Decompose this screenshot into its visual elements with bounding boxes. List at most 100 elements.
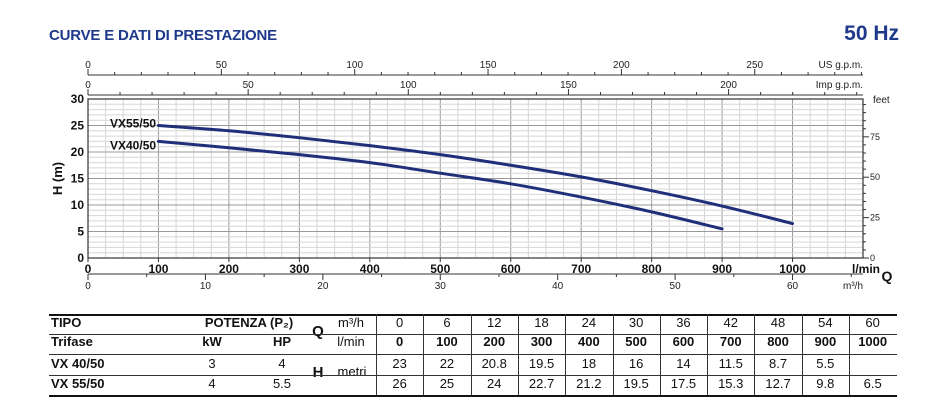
table-cell-h-vx55: 26 xyxy=(392,376,407,391)
x-tick-label: 600 xyxy=(501,262,521,276)
feet-axis-label: 75 xyxy=(870,132,880,142)
imp-gpm-axis-label: Imp g.p.m. xyxy=(816,80,863,91)
table-cell-h-vx40: 23 xyxy=(392,356,407,371)
imp-gpm-axis-label: 200 xyxy=(720,80,737,91)
table-cell-h-vx40: 18 xyxy=(581,356,597,371)
table-rule-row xyxy=(49,375,897,376)
table-cell-lmin: 400 xyxy=(577,334,600,349)
table-header-metri: metri xyxy=(337,364,367,379)
table-cell-lmin: 700 xyxy=(719,334,742,349)
table-col-divider xyxy=(849,314,850,395)
series-label: VX40/50 xyxy=(110,138,156,152)
table-cell-h-vx55: 9.8 xyxy=(816,376,835,391)
us-gpm-axis-label: 250 xyxy=(746,60,763,71)
table-col-divider xyxy=(659,314,661,395)
table-cell-h-vx55: 21.2 xyxy=(576,376,602,391)
table-rule-bottom xyxy=(49,395,897,397)
table-cell-h-vx40: 5.5 xyxy=(816,356,835,371)
table-cell-h-vx40: 16 xyxy=(628,356,644,371)
table-cell-lmin: 0 xyxy=(396,334,404,349)
us-gpm-axis-label: 200 xyxy=(613,60,630,71)
x-axis-symbol: Q xyxy=(882,268,893,284)
table-model-vx40: VX 40/50 xyxy=(51,356,105,371)
page-title: CURVE E DATI DI PRESTAZIONE xyxy=(49,27,277,44)
table-col-divider xyxy=(565,314,567,395)
m3h-axis-label: 50 xyxy=(670,281,682,292)
x-tick-label: 200 xyxy=(219,262,239,276)
table-cell-h-vx55: 15.3 xyxy=(718,376,744,391)
table-cell-h-vx40: 22 xyxy=(439,356,455,371)
chart-axes xyxy=(87,69,869,280)
imp-gpm-axis-label: 100 xyxy=(400,80,417,91)
table-col-divider xyxy=(612,314,614,395)
table-hp-vx55: 5.5 xyxy=(272,376,292,391)
table-header-lmin: l/min xyxy=(337,334,365,349)
imp-gpm-axis-label: 150 xyxy=(560,80,577,91)
table-cell-m3h: 30 xyxy=(628,315,644,330)
plot-frame xyxy=(87,98,864,259)
x-axis-label: l/min xyxy=(852,262,880,276)
imp-gpm-axis-label: 0 xyxy=(85,80,91,91)
m3h-axis-label: 10 xyxy=(200,281,212,292)
table-cell-h-vx55: 25 xyxy=(439,376,455,391)
y-tick-label: 5 xyxy=(77,225,84,239)
y-tick-label: 25 xyxy=(71,119,85,133)
feet-axis-label: 0 xyxy=(870,253,875,263)
frequency-label: 50 Hz xyxy=(844,22,899,45)
table-header-m3h: m³/h xyxy=(338,315,364,330)
series-curve-vx55-50 xyxy=(156,124,795,226)
performance-table: TIPO Trifase POTENZA (P₂) kW HP Q m³/h l… xyxy=(49,314,897,397)
table-cell-h-vx55: 19.5 xyxy=(623,376,649,391)
us-gpm-axis-label: 100 xyxy=(346,60,363,71)
table-cell-m3h: 24 xyxy=(581,315,597,330)
y-axis-label: H (m) xyxy=(50,162,65,195)
table-cell-m3h: 42 xyxy=(723,315,738,330)
us-gpm-axis-label: 150 xyxy=(480,60,497,71)
table-cell-lmin: 300 xyxy=(530,334,553,349)
table-cell-h-vx40: 19.5 xyxy=(528,356,555,371)
table-cell-h-vx40: 11.5 xyxy=(718,356,743,371)
chart-grid xyxy=(87,98,864,259)
table-kw-vx40: 3 xyxy=(208,356,216,371)
series-label: VX55/50 xyxy=(110,117,156,131)
table-header-potenza: POTENZA (P₂) xyxy=(204,315,294,330)
x-tick-label: 1000 xyxy=(779,262,806,276)
table-col-divider xyxy=(707,314,709,395)
table-cell-lmin: 100 xyxy=(436,334,458,349)
table-cell-m3h: 36 xyxy=(676,315,691,330)
m3h-axis-label: 40 xyxy=(552,281,564,292)
table-header-h: H xyxy=(312,364,324,381)
table-cell-lmin: 900 xyxy=(814,334,837,349)
us-gpm-axis-label: 0 xyxy=(85,60,91,71)
table-col-divider xyxy=(754,314,756,395)
us-gpm-axis-label: US g.p.m. xyxy=(819,60,863,71)
table-col-divider xyxy=(376,314,377,395)
y-tick-label: 15 xyxy=(71,172,85,186)
table-cell-m3h: 12 xyxy=(487,315,502,330)
y-tick-label: 10 xyxy=(71,198,85,212)
table-rule-mid xyxy=(49,354,897,355)
table-cell-lmin: 500 xyxy=(625,334,647,349)
table-col-divider xyxy=(801,314,803,395)
table-cell-h-vx55: 6.5 xyxy=(863,376,882,391)
table-header-tipo: TIPO xyxy=(51,315,82,330)
chart-series xyxy=(156,124,795,231)
table-cell-m3h: 48 xyxy=(770,315,786,330)
x-tick-label: 300 xyxy=(289,262,309,276)
table-cell-h-vx40: 20.8 xyxy=(481,356,507,371)
table-cell-m3h: 0 xyxy=(396,315,404,330)
table-cell-h-vx40: 8.7 xyxy=(769,356,788,371)
feet-axis-label: 50 xyxy=(870,172,880,182)
series-curve-vx40-50 xyxy=(156,139,724,231)
table-cell-m3h: 54 xyxy=(818,315,833,330)
table-cell-h-vx55: 12.7 xyxy=(765,376,791,391)
table-rule-top xyxy=(49,314,897,316)
x-tick-label: 400 xyxy=(360,262,380,276)
m3h-axis-label: 20 xyxy=(317,281,329,292)
m3h-axis-label: 0 xyxy=(85,281,91,292)
table-rule-sub xyxy=(49,334,897,335)
table-header-kw: kW xyxy=(202,334,222,349)
table-col-divider xyxy=(423,314,425,395)
y-tick-label: 20 xyxy=(71,145,85,159)
